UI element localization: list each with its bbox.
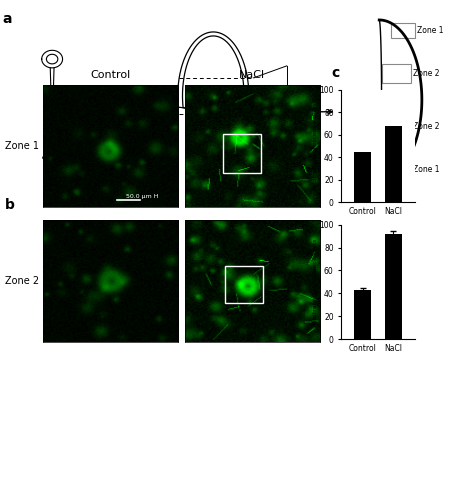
Ellipse shape bbox=[55, 160, 59, 163]
Bar bbox=[385, 126, 402, 202]
Bar bbox=[226, 266, 263, 303]
Text: Zone 1: Zone 1 bbox=[5, 141, 39, 151]
Bar bbox=[391, 23, 415, 38]
Ellipse shape bbox=[47, 152, 52, 155]
Bar bbox=[382, 117, 411, 136]
Ellipse shape bbox=[50, 148, 55, 151]
Ellipse shape bbox=[43, 156, 47, 159]
Text: Zone 1: Zone 1 bbox=[417, 26, 444, 35]
Text: a: a bbox=[2, 12, 12, 26]
Ellipse shape bbox=[50, 164, 55, 167]
Text: 50.0 μm H: 50.0 μm H bbox=[127, 194, 159, 199]
Bar bbox=[354, 152, 371, 202]
Ellipse shape bbox=[45, 160, 50, 163]
Bar bbox=[223, 134, 261, 173]
Ellipse shape bbox=[57, 156, 62, 159]
Ellipse shape bbox=[52, 152, 57, 155]
Bar bbox=[382, 64, 411, 83]
Text: Zone 2: Zone 2 bbox=[413, 122, 440, 131]
Bar bbox=[354, 290, 371, 339]
Text: Zone 1: Zone 1 bbox=[413, 165, 440, 174]
Y-axis label: Arbitrary fluorescence units: Arbitrary fluorescence units bbox=[313, 102, 318, 190]
Text: Zone 2: Zone 2 bbox=[413, 69, 440, 78]
Text: c: c bbox=[332, 66, 340, 80]
Text: Control: Control bbox=[90, 70, 130, 80]
Text: b: b bbox=[5, 198, 15, 212]
Text: Zone 2: Zone 2 bbox=[5, 275, 39, 286]
Bar bbox=[385, 234, 402, 339]
Y-axis label: Arbitrary fluorescence units: Arbitrary fluorescence units bbox=[313, 238, 318, 326]
Text: NaCl: NaCl bbox=[239, 70, 265, 80]
Bar bbox=[390, 162, 411, 177]
